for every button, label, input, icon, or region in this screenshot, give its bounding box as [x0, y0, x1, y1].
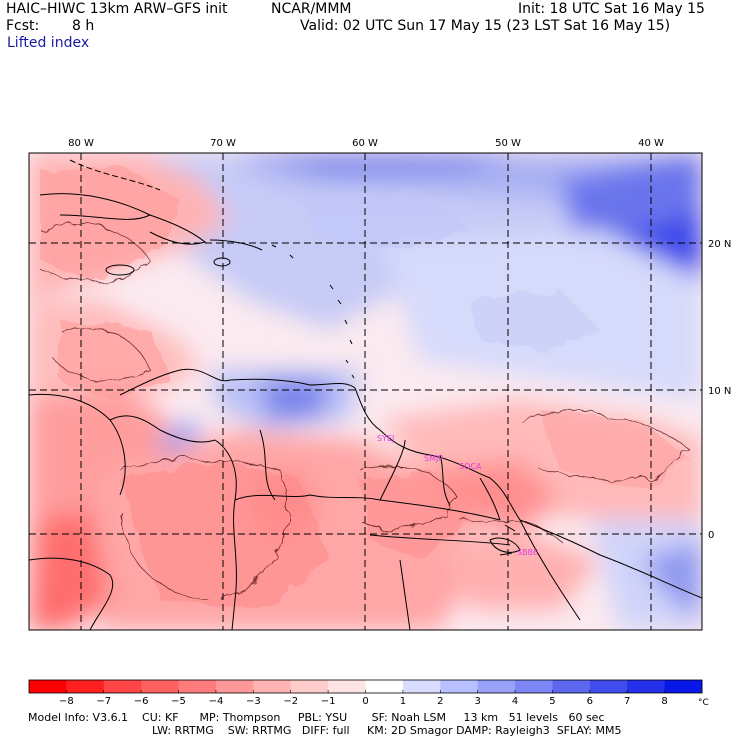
colorbar-swatch — [627, 680, 666, 693]
colorbar-swatch — [440, 680, 479, 693]
colorbar-tick-label: −8 — [59, 696, 74, 707]
model-title: HAIC–HIWC 13km ARW–GFS init — [6, 1, 228, 17]
colorbar-tick-label: 2 — [437, 696, 443, 707]
colorbar-swatch — [477, 680, 516, 693]
colorbar-swatch — [552, 680, 591, 693]
colorbar-tick-label: −5 — [171, 696, 186, 707]
colorbar-tick-label: 3 — [474, 696, 480, 707]
coastlines — [29, 159, 702, 630]
forecast-label: Fcst: — [6, 18, 40, 34]
colorbar-swatch — [29, 680, 67, 693]
colorbar-tick-label: 1 — [400, 696, 406, 707]
lat-label: 0 — [708, 530, 714, 541]
colorbar-swatch — [515, 680, 553, 693]
lon-label: 60 W — [352, 138, 378, 149]
colorbar-tick-label: −2 — [283, 696, 298, 707]
colorbar-swatch — [178, 680, 217, 693]
colorbar-tick-label: 8 — [661, 696, 667, 707]
colorbar-swatch — [402, 680, 441, 693]
colorbar-tick-label: −6 — [134, 696, 149, 707]
colorbar-tick-label: −4 — [209, 696, 224, 707]
lon-label: 70 W — [210, 138, 236, 149]
organization: NCAR/MMM — [271, 1, 352, 17]
colorbar — [28, 679, 703, 694]
lat-label: 20 N — [708, 239, 731, 250]
valid-time: Valid: 02 UTC Sun 17 May 15 (23 LST Sat … — [300, 18, 671, 34]
map-frame — [28, 152, 703, 631]
colorbar-tick-label: 5 — [549, 696, 555, 707]
colorbar-tick-label: −3 — [246, 696, 261, 707]
colorbar-tick-label: 6 — [587, 696, 593, 707]
colorbar-tick-label: 4 — [512, 696, 518, 707]
station-label: SOCA — [459, 462, 482, 471]
graticule — [29, 153, 702, 630]
lat-labels: 20 N 10 N 0 — [708, 239, 731, 541]
lon-label: 50 W — [495, 138, 521, 149]
lon-labels: 80 W 70 W 60 W 50 W 40 W — [68, 138, 664, 149]
colorbar-swatch — [103, 680, 142, 693]
stations: SYEJ SMJP SOCA SBBE — [377, 434, 538, 557]
lon-label: 40 W — [638, 138, 664, 149]
colorbar-swatch — [290, 680, 329, 693]
station-label: SBBE — [517, 548, 538, 557]
station-label: SYEJ — [377, 434, 394, 443]
colorbar-swatch — [365, 680, 404, 693]
colorbar-unit: °C — [698, 698, 709, 708]
init-time: Init: 18 UTC Sat 16 May 15 — [518, 1, 705, 17]
lifted-index-field — [29, 153, 702, 630]
model-info-line1: Model Info: V3.6.1 CU: KF MP: Thompson P… — [28, 711, 605, 724]
colorbar-tick-label: −7 — [96, 696, 111, 707]
station-label: SMJP — [424, 454, 443, 463]
colorbar-ticks: −8 −7 −6 −5 −4 −3 −2 −1 0 1 2 3 4 5 6 7 8 — [59, 696, 668, 707]
model-info-line2: LW: RRTMG SW: RRTMG DIFF: full KM: 2D Sm… — [152, 724, 622, 737]
contour-lines — [39, 221, 691, 601]
lon-label: 80 W — [68, 138, 94, 149]
colorbar-swatch — [66, 680, 105, 693]
colorbar-swatch — [141, 680, 180, 693]
colorbar-tick-label: 7 — [624, 696, 630, 707]
colorbar-tick-label: −1 — [321, 696, 336, 707]
colorbar-swatch — [253, 680, 292, 693]
colorbar-swatch — [215, 680, 254, 693]
lat-label: 10 N — [708, 386, 731, 397]
colorbar-tick-label: 0 — [362, 696, 368, 707]
colorbar-swatch — [589, 680, 628, 693]
forecast-hour: 8 h — [72, 18, 95, 34]
colorbar-swatch — [328, 680, 366, 693]
field-name: Lifted index — [7, 35, 90, 51]
colorbar-swatch — [664, 680, 703, 693]
